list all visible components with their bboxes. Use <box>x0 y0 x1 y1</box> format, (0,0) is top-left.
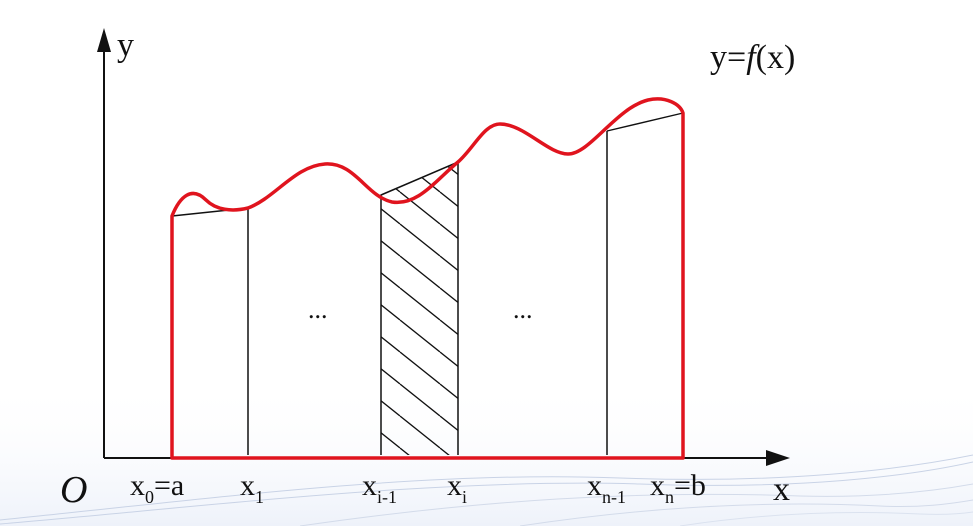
tick-label-x0: x0=a <box>130 469 184 507</box>
tick-label-xn-1: xn-1 <box>587 469 626 507</box>
function-curve <box>170 97 685 460</box>
y-axis-arrow <box>97 28 111 52</box>
partition-lines <box>247 131 608 455</box>
ellipsis-right: ... <box>513 295 533 324</box>
tick-label-xi-1: xi-1 <box>362 469 397 507</box>
y-axis-label: y <box>117 27 134 64</box>
function-label: y=f(x) <box>710 39 795 76</box>
background-waves <box>0 380 973 526</box>
hatched-strip <box>380 160 459 455</box>
tick-label-xn: xn=b <box>650 469 706 507</box>
ellipsis-left: ... <box>308 295 328 324</box>
x-axis-label: x <box>773 471 790 508</box>
origin-label: O <box>60 469 87 511</box>
tick-label-xi: xi <box>447 469 467 507</box>
x-axis-arrow <box>766 450 790 466</box>
tick-label-x1: x1 <box>240 469 264 507</box>
